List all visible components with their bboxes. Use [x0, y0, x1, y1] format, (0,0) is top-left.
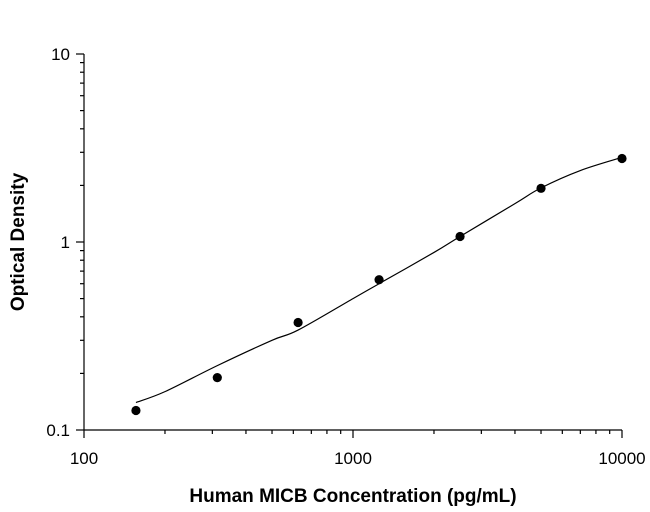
- x-tick-label-1000: 1000: [334, 449, 372, 468]
- y-axis: 10 1 0.1 Optical Density: [8, 45, 85, 440]
- data-point: [455, 231, 465, 242]
- data-point: [536, 183, 546, 193]
- x-tick-label-100: 100: [70, 449, 98, 468]
- data-point: [293, 317, 303, 328]
- x-tick-label-10000: 10000: [598, 449, 645, 468]
- x-axis-title: Human MICB Concentration (pg/mL): [189, 486, 516, 507]
- y-axis-title: Optical Density: [8, 172, 29, 311]
- y-tick-label-0.1: 0.1: [46, 421, 70, 440]
- x-axis: 100 1000 10000 Human MICB Concentration …: [70, 429, 646, 507]
- x-minor-ticks: [164, 430, 611, 434]
- y-tick-label-1: 1: [61, 233, 70, 252]
- y-minor-ticks: [80, 62, 84, 375]
- data-point: [212, 372, 222, 383]
- y-tick-label-10: 10: [51, 45, 70, 64]
- data-point: [131, 405, 141, 416]
- data-point: [617, 153, 627, 164]
- data-point: [374, 275, 384, 285]
- data-points: [131, 153, 627, 416]
